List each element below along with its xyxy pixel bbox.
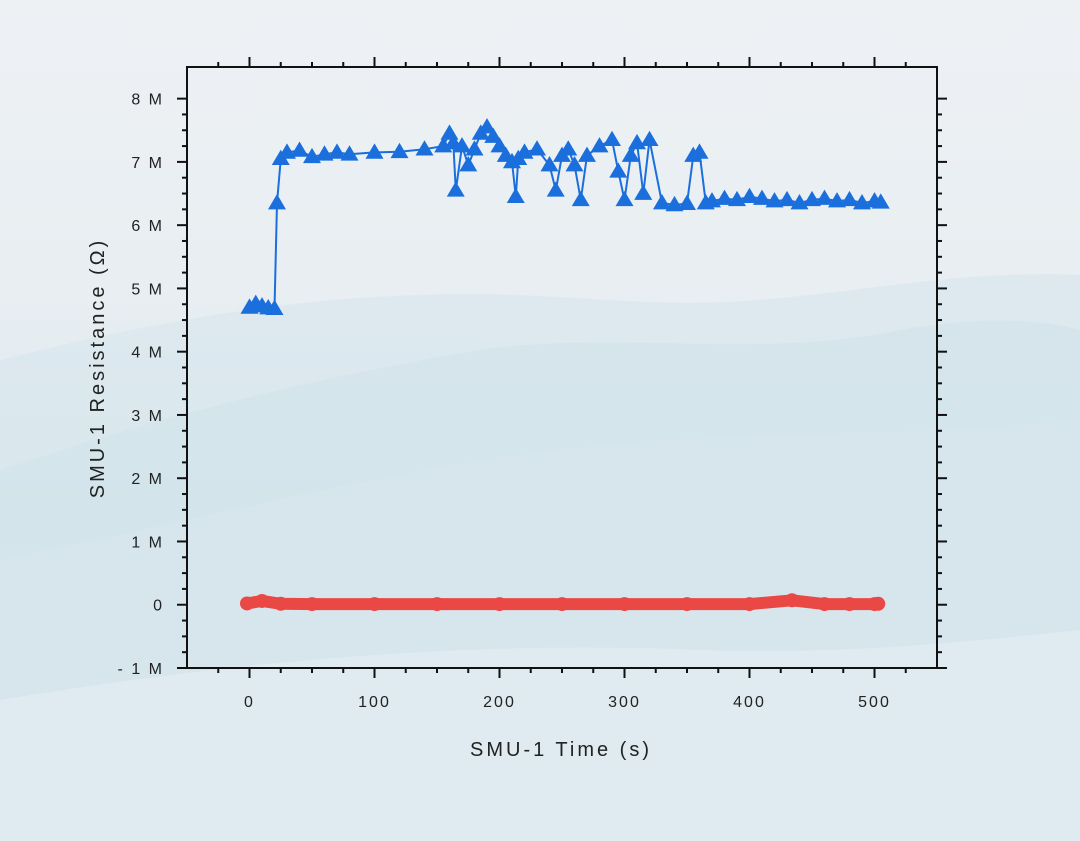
data-point — [565, 156, 584, 172]
data-point — [328, 143, 346, 159]
series-1 — [240, 593, 886, 612]
data-point — [753, 189, 771, 205]
data-point — [484, 127, 503, 143]
x-axis-title: SMU-1 Time (s) — [470, 739, 652, 761]
data-point — [853, 194, 871, 210]
series-line — [241, 594, 885, 611]
data-point — [365, 143, 384, 159]
data-point — [453, 137, 471, 153]
x-tick-label: 300 — [608, 694, 641, 711]
data-point — [621, 146, 640, 162]
data-point — [778, 190, 796, 207]
data-point — [459, 156, 478, 172]
y-tick-label: 1 M — [131, 534, 164, 551]
data-point — [555, 597, 569, 612]
data-point — [240, 596, 254, 611]
y-tick-label: - 1 M — [118, 661, 164, 678]
data-point — [278, 143, 296, 159]
data-point — [665, 195, 684, 212]
data-point — [840, 190, 859, 207]
data-point — [390, 142, 409, 159]
data-point — [506, 187, 525, 203]
data-point — [255, 593, 269, 608]
data-point — [492, 597, 507, 612]
data-point — [440, 124, 459, 140]
y-tick-label: 5 M — [131, 281, 164, 298]
data-point — [871, 193, 890, 209]
data-point — [415, 140, 434, 156]
data-point — [742, 597, 757, 612]
x-tick-label: 0 — [244, 694, 255, 711]
data-point — [815, 189, 834, 205]
data-point — [546, 181, 565, 197]
data-point — [490, 137, 509, 153]
y-tick-label: 3 M — [131, 408, 164, 425]
data-point — [680, 597, 694, 612]
y-axis-title: SMU-1 Resistance (Ω) — [87, 238, 109, 499]
data-point — [465, 140, 484, 156]
data-point — [305, 597, 319, 612]
y-tick-label: 6 M — [131, 218, 164, 235]
x-tick-label: 400 — [733, 694, 766, 711]
data-point — [559, 140, 578, 156]
data-point — [478, 118, 496, 134]
series-0 — [240, 118, 890, 315]
data-point — [634, 184, 653, 200]
data-point — [265, 299, 284, 315]
data-point — [678, 194, 696, 210]
data-point — [590, 137, 609, 153]
data-point — [603, 130, 621, 147]
y-tick-label: 0 — [153, 598, 164, 615]
data-point — [871, 596, 886, 611]
data-point — [617, 597, 632, 612]
data-point — [540, 156, 559, 172]
data-point — [615, 190, 634, 207]
data-point — [268, 194, 286, 210]
data-point — [765, 192, 784, 208]
y-tick-label: 2 M — [131, 471, 164, 488]
data-point — [273, 596, 288, 611]
data-point — [715, 189, 734, 205]
data-point — [828, 192, 846, 208]
data-point — [446, 181, 465, 197]
data-point — [640, 130, 659, 147]
data-point — [367, 597, 382, 612]
y-tick-label: 8 M — [131, 92, 164, 109]
data-point — [578, 146, 596, 162]
y-tick-label: 7 M — [131, 155, 164, 172]
data-point — [609, 162, 628, 178]
data-point — [290, 141, 309, 157]
data-point — [653, 194, 671, 210]
data-point — [842, 597, 857, 612]
data-point — [803, 190, 821, 207]
x-tick-label: 100 — [358, 694, 391, 711]
x-tick-label: 500 — [858, 694, 891, 711]
data-point — [315, 145, 334, 161]
data-point — [430, 597, 444, 612]
y-tick-label: 4 M — [131, 345, 164, 362]
data-point — [690, 143, 709, 159]
x-tick-label: 200 — [483, 694, 516, 711]
data-point — [528, 140, 546, 156]
data-point — [740, 187, 759, 203]
data-point — [785, 593, 799, 608]
data-point — [340, 145, 359, 161]
data-point — [571, 190, 590, 207]
data-point — [817, 597, 832, 612]
